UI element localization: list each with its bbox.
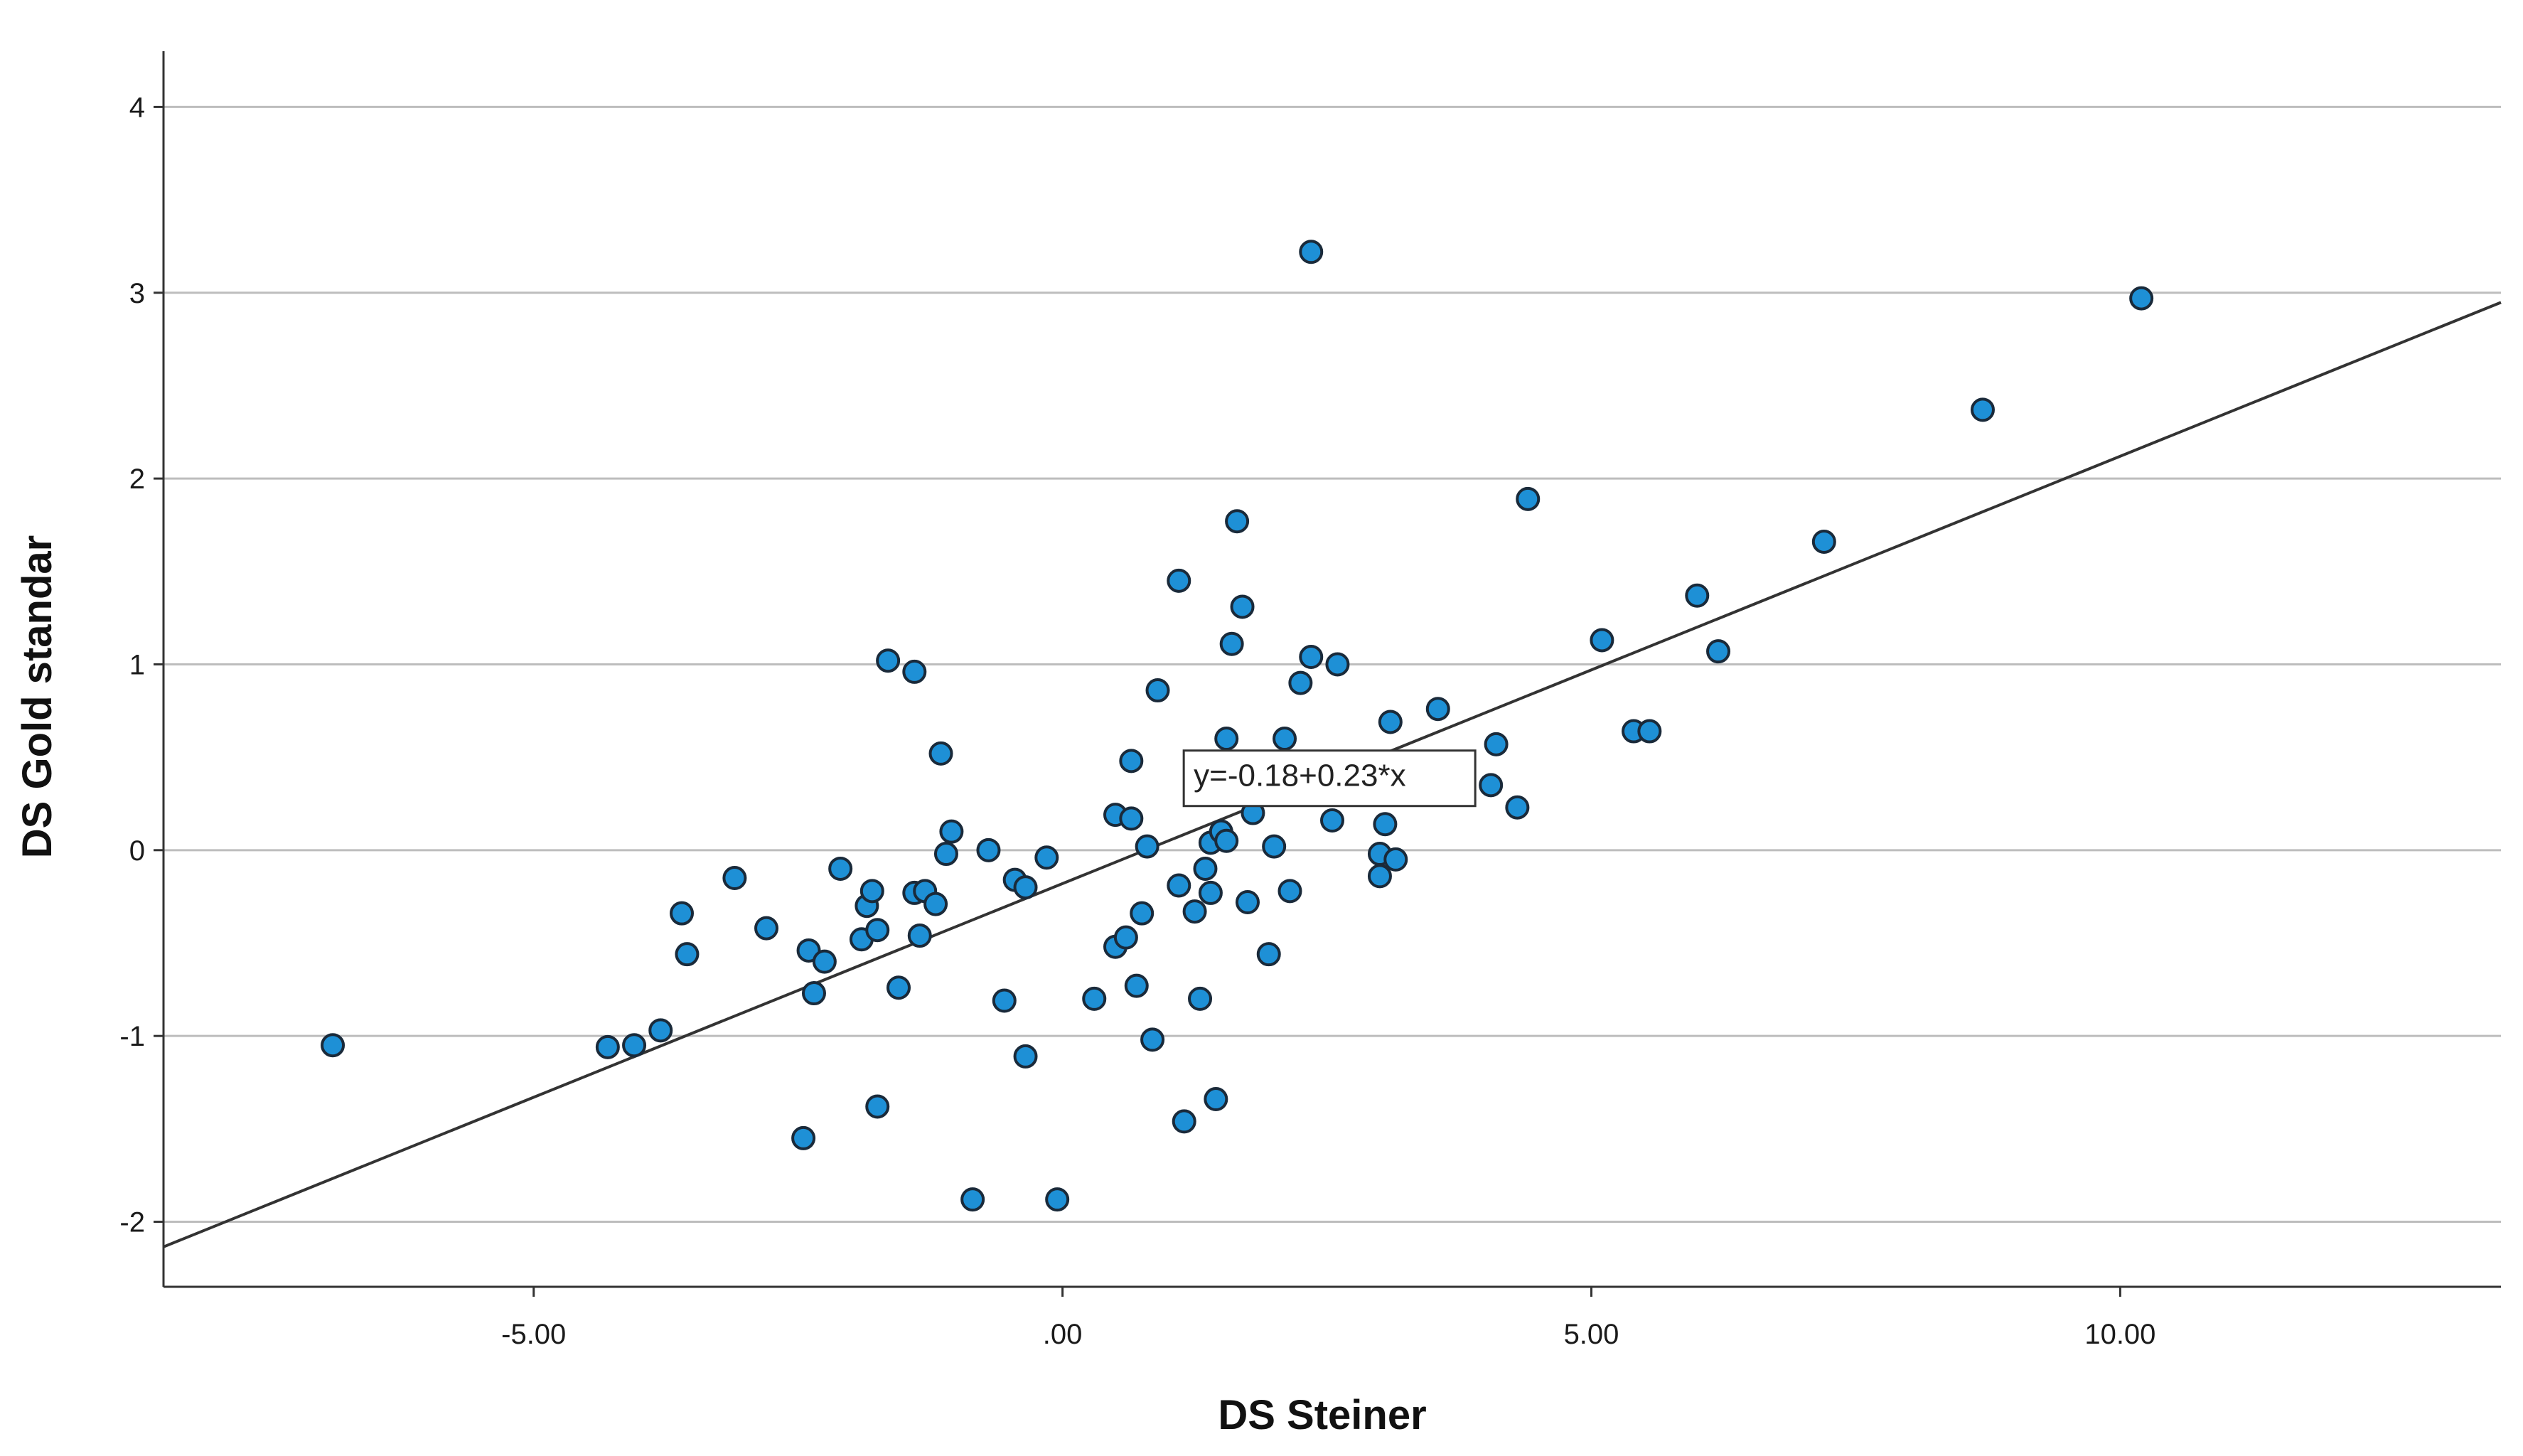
data-point — [1273, 727, 1297, 751]
equation-box — [1182, 749, 1477, 808]
data-point — [595, 1034, 620, 1059]
y-tick-label: -1 — [119, 1021, 145, 1052]
data-point — [1811, 529, 1836, 554]
y-tick-label: 4 — [129, 92, 145, 123]
data-point — [1325, 652, 1350, 677]
data-point — [722, 866, 747, 891]
axes: -2 -1 0 1 2 3 4 -5.00 .00 5.00 10.00 — [119, 51, 2501, 1350]
data-point — [902, 659, 927, 684]
data-point — [1034, 845, 1059, 870]
data-point — [992, 988, 1017, 1013]
data-point — [1013, 875, 1038, 900]
data-point — [1172, 1109, 1196, 1134]
data-point — [1262, 834, 1287, 859]
data-point — [2129, 286, 2154, 311]
data-point — [928, 741, 953, 766]
data-point — [1135, 834, 1159, 859]
data-point — [754, 916, 779, 941]
data-point — [1113, 925, 1138, 950]
data-point — [876, 648, 901, 673]
y-tick-label: 2 — [129, 464, 145, 495]
data-point — [859, 879, 884, 904]
data-point — [1219, 631, 1244, 656]
data-point — [1204, 1087, 1228, 1112]
data-point — [1320, 808, 1344, 833]
gridlines — [164, 105, 2501, 1224]
data-points — [321, 240, 2154, 1212]
data-point — [1706, 639, 1731, 664]
data-point — [1685, 583, 1710, 608]
data-point — [1484, 732, 1509, 756]
data-point — [1505, 795, 1530, 820]
data-point — [939, 819, 964, 844]
data-point — [907, 924, 932, 948]
data-point — [1198, 880, 1223, 905]
data-point — [1013, 1044, 1038, 1069]
data-point — [791, 1125, 816, 1150]
data-point — [1119, 749, 1144, 774]
data-point — [1288, 670, 1313, 695]
data-point — [1045, 1187, 1070, 1212]
data-point — [923, 892, 948, 916]
data-point — [865, 1094, 890, 1119]
data-point — [1378, 710, 1403, 734]
data-point — [828, 856, 853, 881]
data-point — [1230, 594, 1255, 619]
data-point — [1256, 942, 1281, 967]
data-point — [933, 842, 958, 867]
data-point — [1299, 240, 1324, 264]
data-point — [1277, 879, 1302, 904]
x-tick-label: -5.00 — [501, 1319, 566, 1350]
data-point — [865, 918, 890, 943]
data-point — [1479, 773, 1504, 798]
equation-label: y=-0.18+0.23*x — [1194, 759, 1405, 793]
x-axis-title: DS Steiner — [1218, 1392, 1426, 1438]
data-point — [1182, 899, 1207, 924]
data-point — [1167, 568, 1191, 593]
data-point — [1214, 727, 1239, 751]
data-point — [1367, 864, 1392, 889]
x-tick-label: 10.00 — [2084, 1319, 2155, 1350]
data-point — [1188, 986, 1213, 1011]
data-point — [675, 942, 700, 967]
data-point — [1516, 486, 1541, 511]
data-point — [321, 1033, 345, 1058]
data-point — [812, 949, 837, 974]
data-point — [1214, 828, 1239, 853]
x-tick-label: .00 — [1043, 1319, 1083, 1350]
data-point — [1124, 973, 1149, 998]
data-point — [1225, 509, 1250, 534]
data-point — [1140, 1027, 1165, 1052]
y-tick-label: 3 — [129, 278, 145, 309]
y-tick-label: 1 — [129, 649, 145, 680]
data-point — [1373, 812, 1398, 837]
data-point — [1167, 873, 1191, 898]
data-point — [1590, 628, 1614, 653]
data-point — [1425, 697, 1450, 722]
data-point — [1119, 806, 1144, 831]
data-point — [1130, 901, 1155, 926]
data-point — [1299, 645, 1324, 670]
annotation-layer: y=-0.18+0.23*x — [1182, 749, 1477, 808]
data-point — [1235, 889, 1260, 914]
data-point — [960, 1187, 985, 1212]
y-axis-title: DS Gold standar — [14, 535, 60, 858]
y-tick-label: 0 — [129, 835, 145, 867]
data-point — [1970, 397, 1995, 422]
data-point — [648, 1018, 673, 1043]
data-point — [1082, 986, 1107, 1011]
x-tick-label: 5.00 — [1564, 1319, 1619, 1350]
data-point — [886, 975, 911, 1000]
data-point — [1383, 847, 1408, 872]
y-tick-label: -2 — [119, 1207, 145, 1238]
data-point — [1637, 719, 1662, 744]
data-point — [1145, 678, 1170, 703]
data-point — [801, 981, 826, 1006]
data-point — [670, 901, 695, 926]
data-point — [622, 1033, 647, 1058]
data-point — [976, 837, 1001, 862]
data-point — [1193, 856, 1218, 881]
